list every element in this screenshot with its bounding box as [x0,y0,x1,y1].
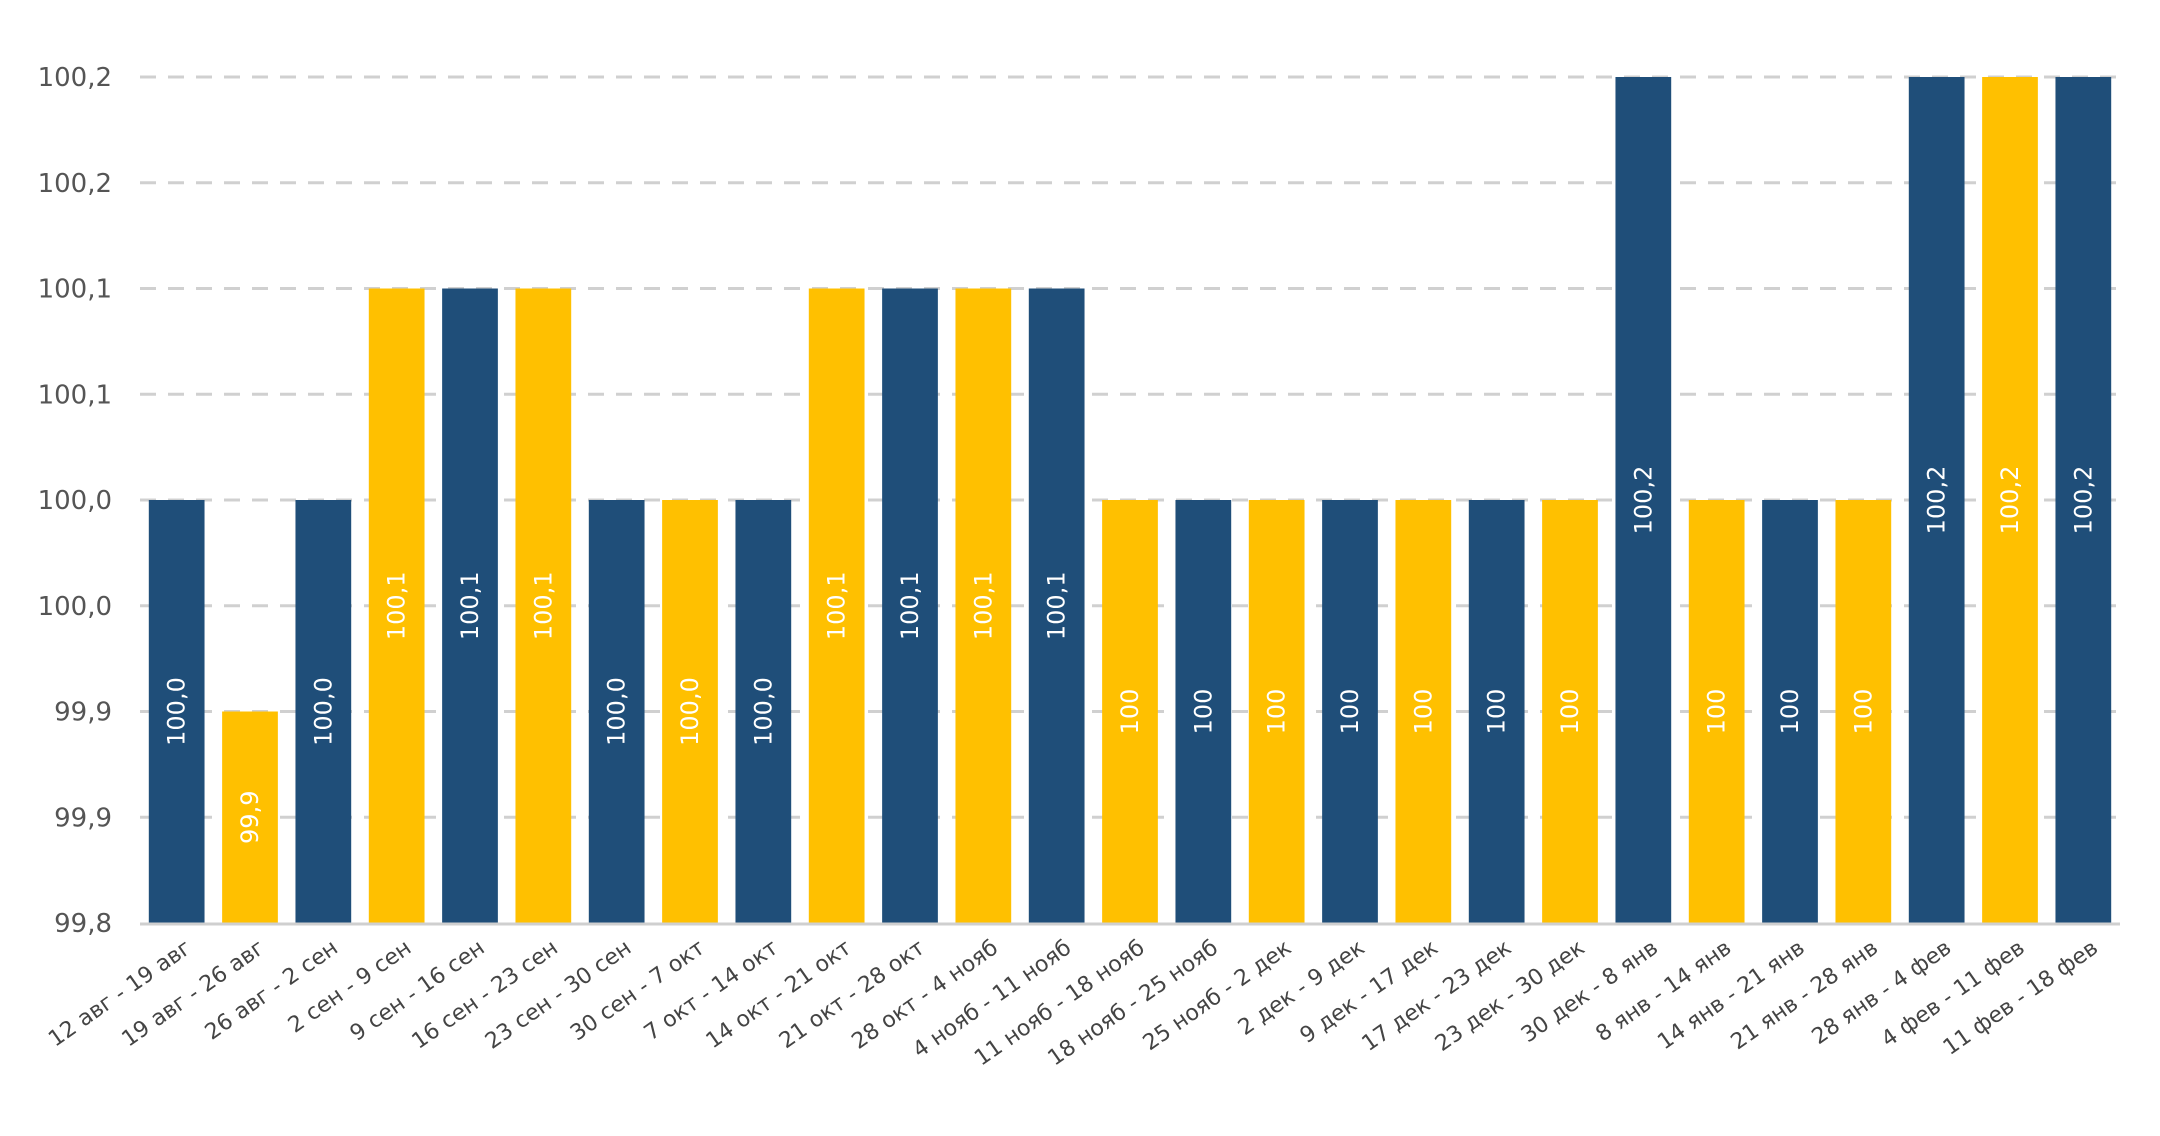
bar-data-label: 100,2 [2069,466,2097,535]
bar-data-label: 100 [1409,689,1437,735]
bar [442,288,498,923]
bars [148,77,2112,923]
bar-data-label: 100,1 [529,571,557,640]
bar [368,288,425,923]
y-tick-label: 100,2 [38,169,112,199]
bar-data-label: 100 [1263,689,1291,735]
bar [1688,500,1745,923]
bar-data-label: 100,0 [309,677,337,746]
bar-data-label: 100,1 [456,571,484,640]
y-tick-label: 100,0 [38,486,112,516]
bar [295,500,352,923]
bar [1982,77,2038,923]
bar-data-label: 100 [1336,689,1364,735]
bar [955,288,1012,923]
bar [1175,500,1232,923]
x-category-label: 26 авг - 2 сен [201,935,343,1045]
bar-data-label: 100,2 [1923,466,1951,535]
y-tick-label: 100,1 [38,275,112,305]
bar-data-labels: 100,0 99,9 100,0 100,1 100,1 100,1 100,0 100,0 1… [163,466,2098,844]
bar [1615,77,1672,923]
bar [808,288,865,923]
y-tick-label: 99,9 [54,803,112,833]
bar [148,500,205,923]
y-tick-label: 99,9 [54,698,112,728]
bar-data-label: 100 [1483,689,1511,735]
bar-data-label: 100,0 [749,677,777,746]
bar [515,288,572,923]
bar [735,500,792,923]
bar-data-label: 100,1 [383,571,411,640]
bar-data-label: 100 [1703,689,1731,735]
bar [1248,500,1305,923]
y-tick-label: 100,1 [38,380,112,410]
bar-data-label: 100,1 [1043,571,1071,640]
bar-data-label: 100,0 [676,677,704,746]
bar [1542,500,1598,923]
bar-data-label: 100 [1116,689,1144,735]
bar [1835,500,1892,923]
bar [222,711,278,923]
y-tick-label: 100,2 [38,63,112,93]
bar [1468,500,1525,923]
bar [1908,77,1965,923]
y-tick-label: 100,0 [38,592,112,622]
bar-data-label: 100,1 [969,571,997,640]
bar [1322,500,1378,923]
bar [1395,500,1452,923]
bar-data-label: 100 [1776,689,1804,735]
bar-data-label: 100 [1189,689,1217,735]
y-axis-tick-labels: 99,8 99,9 99,9 100,0 100,0 100,1 100,1 100,2 100… [38,63,112,939]
bar [2055,77,2112,923]
bar [662,500,718,923]
bar-data-label: 100,2 [1629,466,1657,535]
bar-data-label: 100,1 [896,571,924,640]
y-tick-label: 99,8 [54,909,112,939]
bar [588,500,645,923]
bar [1028,288,1085,923]
bar-data-label: 100,2 [1996,466,2024,535]
bar-data-label: 100 [1556,689,1584,735]
bar-data-label: 99,9 [236,791,264,844]
bar-data-label: 100,0 [163,677,191,746]
bar-data-label: 100,0 [603,677,631,746]
bar [882,288,938,923]
bar-data-label: 100 [1849,689,1877,735]
bar [1762,500,1818,923]
bar [1102,500,1158,923]
bar-data-label: 100,1 [823,571,851,640]
